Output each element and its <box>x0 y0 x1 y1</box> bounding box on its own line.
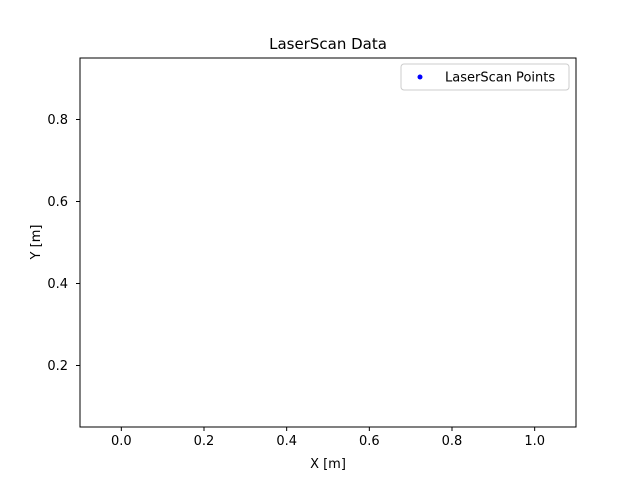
x-tick-label: 0.0 <box>111 434 132 449</box>
y-tick-label: 0.2 <box>47 359 68 374</box>
y-tick-label: 0.6 <box>47 195 68 210</box>
x-axis-ticks: 0.0 0.2 0.4 0.6 0.8 1.0 <box>111 427 545 449</box>
y-tick-label: 0.8 <box>47 113 68 128</box>
x-tick-label: 0.8 <box>442 434 463 449</box>
y-axis-ticks: 0.2 0.4 0.6 0.8 <box>47 113 80 374</box>
legend-label-laserscan-points: LaserScan Points <box>445 71 555 86</box>
legend-box <box>400 63 570 91</box>
y-tick-label: 0.4 <box>47 277 68 292</box>
x-tick-label: 1.0 <box>524 434 545 449</box>
x-axis-label: X [m] <box>310 457 346 472</box>
legend-marker-laserscan-points <box>417 74 423 80</box>
chart-title: LaserScan Data <box>269 35 387 53</box>
legend: LaserScan Points <box>400 63 570 91</box>
x-tick-label: 0.6 <box>359 434 380 449</box>
x-tick-label: 0.2 <box>194 434 215 449</box>
plot-area <box>79 57 577 428</box>
y-axis-label: Y [m] <box>29 225 44 261</box>
x-tick-label: 0.4 <box>276 434 297 449</box>
